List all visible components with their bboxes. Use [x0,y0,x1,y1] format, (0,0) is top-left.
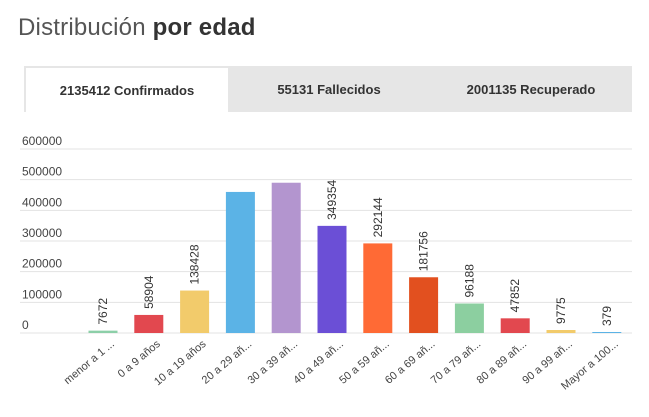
bar[interactable] [271,182,301,333]
category-label: 0 a 9 años [116,338,163,381]
bar[interactable] [134,314,164,333]
title-bold: por edad [152,14,256,41]
y-tick-label: 300000 [22,226,62,240]
y-tick-label: 200000 [22,257,62,271]
page-title: Distribución por edad [18,14,256,42]
data-label: 138428 [188,244,202,284]
data-label: 292144 [371,197,385,237]
data-label: 9775 [554,297,568,324]
tab-bar: 2135412 Confirmados 55131 Fallecidos 200… [24,66,632,112]
bar[interactable] [88,330,118,333]
bar[interactable] [546,330,576,333]
data-label: 349354 [325,179,339,219]
age-distribution-chart: 0 100000 200000 300000 400000 500000 600000 767… [20,134,632,393]
y-tick-label: 100000 [22,287,62,301]
y-tick-label: 0 [22,318,29,332]
category-label: menor a 1 ... [62,338,117,387]
data-label: 58904 [142,275,156,309]
bar[interactable] [500,318,530,333]
data-label: 7672 [96,298,110,325]
tab-fallecidos[interactable]: 55131 Fallecidos [277,81,381,97]
data-label: 47852 [508,279,522,313]
tab-recuperado[interactable]: 2001135 Recuperado [466,81,596,97]
data-label: 379 [600,306,614,326]
bar[interactable] [363,243,393,333]
title-light: Distribución [18,14,146,41]
bar[interactable] [317,225,347,333]
bar[interactable] [454,303,484,333]
bar[interactable] [225,191,255,333]
bar[interactable] [409,277,439,333]
data-label: 96188 [462,264,476,298]
tab-confirmados[interactable]: 2135412 Confirmados [24,66,228,112]
bar[interactable] [592,332,622,333]
y-tick-label: 500000 [22,165,62,179]
data-label: 181756 [417,231,431,271]
y-tick-label: 400000 [22,195,62,209]
y-tick-label: 600000 [22,134,62,148]
bar[interactable] [180,290,210,333]
